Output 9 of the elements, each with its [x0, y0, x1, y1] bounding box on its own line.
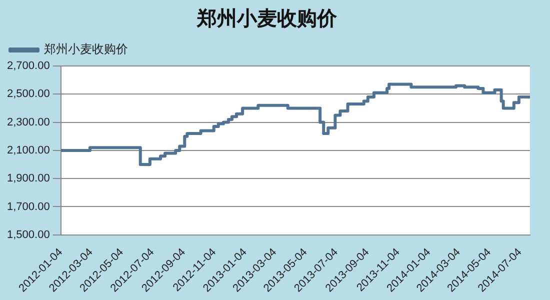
y-tick-label: 2,300.00 [6, 116, 50, 128]
y-tick-label: 1,900.00 [6, 172, 50, 185]
legend-label: 郑州小麦收购价 [44, 42, 128, 56]
chart-title: 郑州小麦收购价 [196, 6, 338, 30]
y-tick-label: 1,700.00 [6, 200, 50, 213]
y-tick-label: 1,500.00 [6, 228, 50, 241]
y-tick-label: 2,500.00 [6, 88, 50, 100]
y-tick-label: 2,700.00 [6, 60, 50, 72]
y-tick-label: 2,100.00 [6, 144, 50, 156]
